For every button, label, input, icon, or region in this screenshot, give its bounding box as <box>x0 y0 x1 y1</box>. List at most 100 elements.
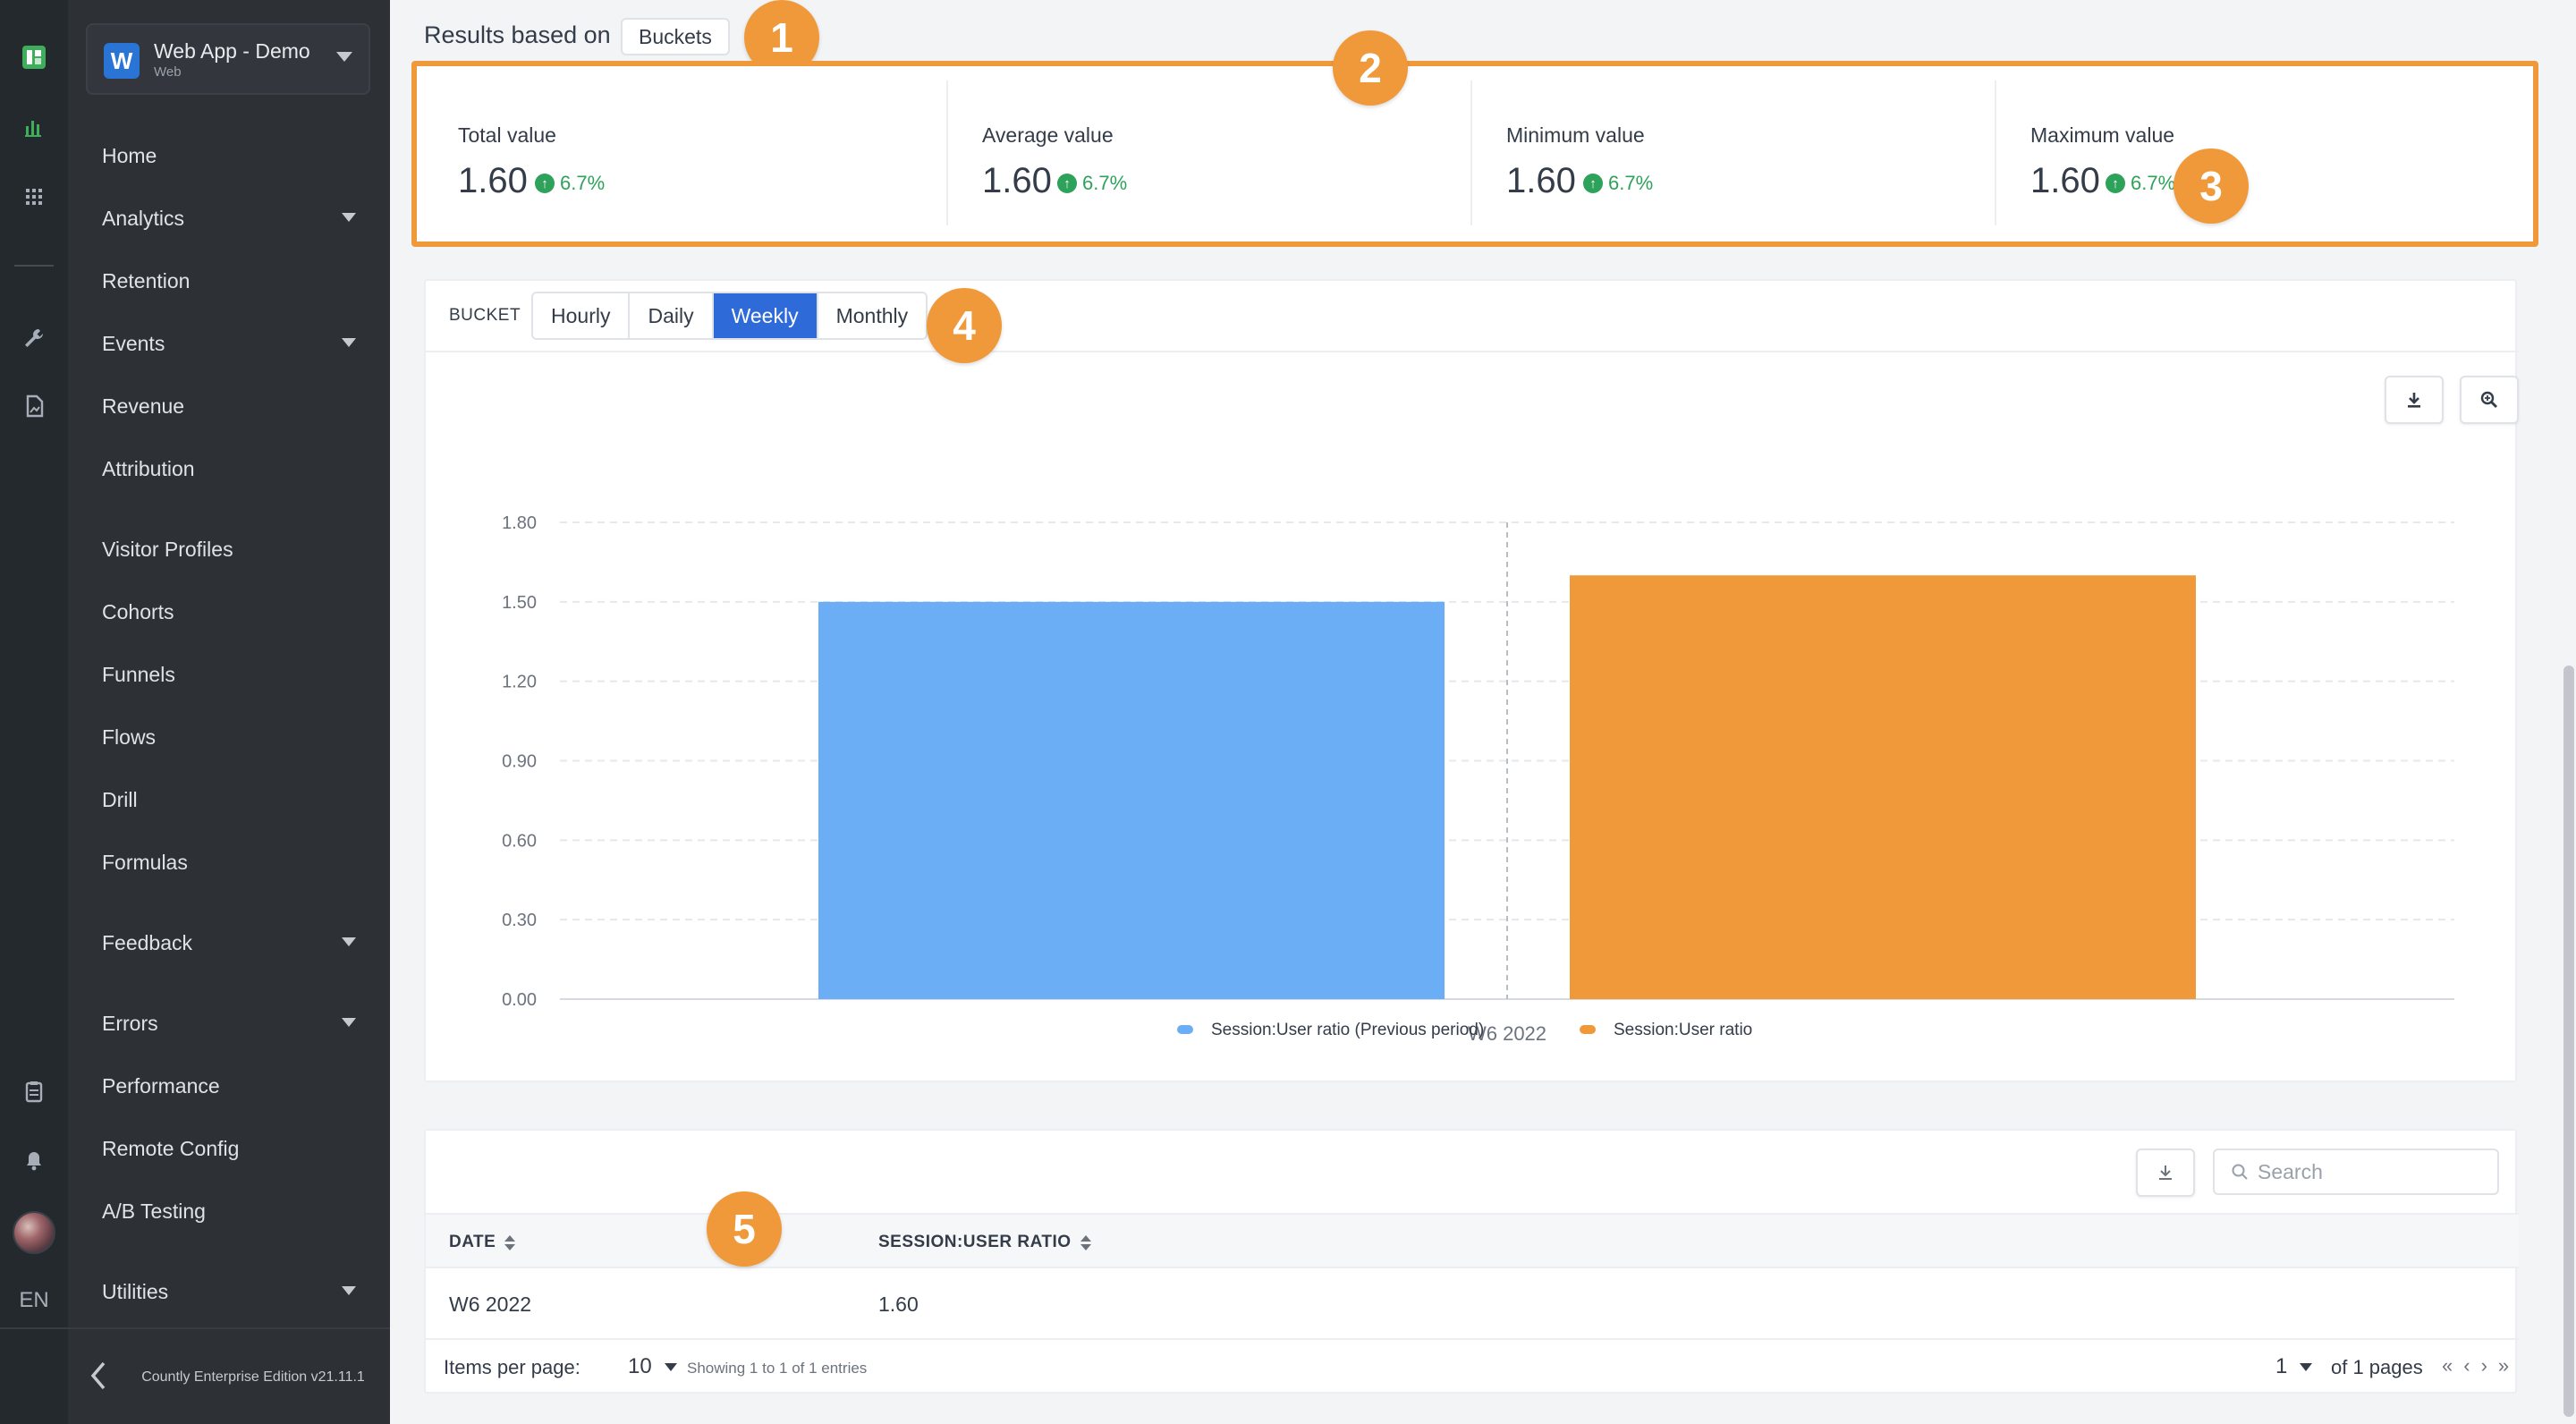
page-navigation: « ‹ › » <box>2442 1354 2509 1377</box>
page-select[interactable]: 1 <box>2275 1354 2313 1379</box>
sidebar-item-label: Cohorts <box>102 599 174 623</box>
download-icon <box>2408 393 2420 408</box>
first-page-icon[interactable]: « <box>2442 1354 2453 1377</box>
scrollbar-thumb[interactable] <box>2563 665 2574 1417</box>
wrench-icon[interactable] <box>0 317 68 360</box>
y-tick-label: 0.30 <box>502 911 537 930</box>
sidebar-item-cohorts[interactable]: Cohorts <box>68 589 390 635</box>
y-tick-label: 0.90 <box>502 752 537 772</box>
table-search[interactable] <box>2213 1149 2499 1195</box>
buckets-chip[interactable]: Buckets <box>621 18 730 55</box>
app-selector[interactable]: W Web App - Demo Web <box>86 23 370 95</box>
callout-badge: 2 <box>1333 30 1408 106</box>
sidebar-item-performance[interactable]: Performance <box>68 1063 390 1109</box>
last-page-icon[interactable]: » <box>2497 1354 2510 1377</box>
chevron-down-icon <box>342 1286 356 1295</box>
legend-swatch <box>1177 1025 1193 1034</box>
rail-footer-divider <box>0 1327 68 1329</box>
trend-percent: 6.7% <box>1082 172 1128 194</box>
stat-label: Maximum value <box>2030 123 2175 147</box>
callout-badge: 4 <box>927 288 1002 363</box>
stats-panel: Total value 1.60 ↑ 6.7% Average value 1.60 ↑ 6.… <box>411 61 2538 247</box>
sidebar-item-analytics[interactable]: Analytics <box>68 195 390 242</box>
sidebar-item-utilities[interactable]: Utilities <box>68 1268 390 1315</box>
items-per-page-select[interactable]: 10 <box>628 1354 677 1379</box>
sidebar-item-label: Events <box>102 331 165 355</box>
main-content: Results based on Buckets 1 Total value 1.… <box>390 0 2576 1424</box>
chevron-down-icon <box>342 338 356 347</box>
stat-value: 1.60 <box>982 161 1052 200</box>
table-toolbar <box>426 1131 2519 1213</box>
report-icon[interactable] <box>0 385 68 428</box>
stat-card: Average value 1.60 ↑ 6.7% <box>948 81 1472 225</box>
stat-card: Maximum value 1.60 ↑ 6.7% <box>1996 81 2521 225</box>
sidebar-item-label: Funnels <box>102 662 175 686</box>
apps-grid-icon[interactable] <box>0 175 68 218</box>
sidebar-item-errors[interactable]: Errors <box>68 1000 390 1047</box>
bell-icon[interactable] <box>0 1140 68 1182</box>
sidebar-item-label: Flows <box>102 725 157 749</box>
download-chart-button[interactable] <box>2385 376 2444 424</box>
callout-badge: 5 <box>707 1191 782 1267</box>
zoom-chart-button[interactable] <box>2460 376 2519 424</box>
sidebar-item-visitor-profiles[interactable]: Visitor Profiles <box>68 526 390 572</box>
search-input[interactable] <box>2258 1159 2490 1184</box>
column-header-date[interactable]: DATE <box>449 1215 516 1270</box>
sidebar-item-label: Analytics <box>102 206 185 230</box>
sidebar-item-flows[interactable]: Flows <box>68 714 390 760</box>
countly-logo-icon[interactable] <box>0 36 68 79</box>
next-page-icon[interactable]: › <box>2480 1354 2487 1377</box>
sidebar-item-revenue[interactable]: Revenue <box>68 383 390 429</box>
stat-value: 1.60 <box>2030 161 2100 200</box>
app-name: Web App - Demo <box>154 39 310 63</box>
bucket-option-hourly[interactable]: Hourly <box>533 293 631 338</box>
stat-card: Total value 1.60 ↑ 6.7% <box>424 81 948 225</box>
sidebar-item-label: A/B Testing <box>102 1199 206 1223</box>
stat-card: Minimum value 1.60 ↑ 6.7% <box>1472 81 1996 225</box>
sidebar-item-formulas[interactable]: Formulas <box>68 839 390 886</box>
sidebar: W Web App - Demo Web Home Analytics Retent… <box>68 0 390 1424</box>
bucket-option-daily[interactable]: Daily <box>630 293 714 338</box>
sidebar-item-label: Feedback <box>102 930 193 954</box>
sidebar-item-remote-config[interactable]: Remote Config <box>68 1125 390 1172</box>
arrow-up-icon: ↑ <box>535 174 555 193</box>
trend-percent: 6.7% <box>1608 172 1654 194</box>
language-switch[interactable]: EN <box>19 1288 49 1312</box>
legend-label: Session:User ratio (Previous period) <box>1211 1021 1484 1039</box>
sidebar-item-retention[interactable]: Retention <box>68 258 390 304</box>
column-header-session-user-ratio[interactable]: SESSION:USER RATIO <box>878 1215 1091 1270</box>
sidebar-item-label: Attribution <box>102 456 195 480</box>
bucket-option-weekly[interactable]: Weekly <box>713 293 818 338</box>
chevron-down-icon <box>342 213 356 222</box>
previous-page-icon[interactable]: ‹ <box>2463 1354 2470 1377</box>
chart-card: BUCKET Hourly Daily Weekly Monthly 0.00 0.30… <box>424 279 2519 1082</box>
cell-date: W6 2022 <box>449 1292 532 1316</box>
sidebar-item-funnels[interactable]: Funnels <box>68 651 390 698</box>
sidebar-item-drill[interactable]: Drill <box>68 776 390 823</box>
export-table-button[interactable] <box>2136 1149 2195 1197</box>
y-tick-label: 1.80 <box>502 513 537 533</box>
sidebar-item-a-b-testing[interactable]: A/B Testing <box>68 1188 390 1234</box>
arrow-up-icon: ↑ <box>1057 174 1077 193</box>
sidebar-item-home[interactable]: Home <box>68 132 390 179</box>
analytics-icon[interactable] <box>0 106 68 148</box>
bar <box>818 601 1445 999</box>
sidebar-item-attribution[interactable]: Attribution <box>68 445 390 492</box>
stat-trend: ↑ 6.7% <box>1057 172 1127 195</box>
collapse-sidebar-icon[interactable] <box>88 1360 109 1396</box>
y-tick-label: 0.60 <box>502 831 537 851</box>
callout-badge: 3 <box>2174 148 2249 224</box>
clipboard-icon[interactable] <box>0 1070 68 1113</box>
sidebar-item-label: Retention <box>102 268 191 292</box>
sidebar-item-events[interactable]: Events <box>68 320 390 367</box>
sidebar-item-label: Formulas <box>102 850 188 874</box>
bucket-option-monthly[interactable]: Monthly <box>818 293 927 338</box>
sidebar-item-feedback[interactable]: Feedback <box>68 920 390 966</box>
stat-value: 1.60 <box>1506 161 1576 200</box>
y-tick-label: 1.50 <box>502 593 537 613</box>
avatar[interactable] <box>13 1211 55 1254</box>
sidebar-item-label: Performance <box>102 1073 220 1098</box>
chevron-down-icon <box>2300 1362 2313 1371</box>
legend-label: Session:User ratio <box>1614 1021 1752 1039</box>
